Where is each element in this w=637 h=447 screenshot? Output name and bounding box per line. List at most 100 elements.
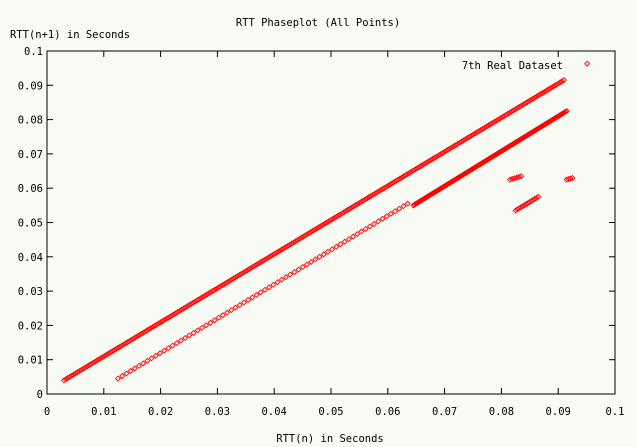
- data-point: [375, 218, 382, 225]
- data-point: [275, 248, 282, 255]
- data-point: [147, 325, 154, 332]
- x-tick-label: 0.1: [606, 406, 625, 418]
- data-point: [122, 340, 129, 347]
- data-point: [198, 294, 205, 302]
- data-point: [169, 312, 176, 319]
- data-point: [516, 103, 523, 110]
- data-point: [311, 226, 318, 233]
- data-point: [277, 247, 284, 254]
- data-point: [466, 133, 473, 140]
- data-point: [529, 95, 537, 102]
- data-point: [410, 167, 417, 174]
- data-point: [508, 108, 515, 115]
- data-point: [456, 139, 463, 146]
- data-point: [515, 173, 523, 180]
- y-tick-label: 0.02: [18, 320, 43, 332]
- data-point: [153, 321, 160, 328]
- data-point: [165, 314, 172, 321]
- data-point: [560, 77, 567, 84]
- data-point: [518, 102, 525, 109]
- data-point: [358, 228, 365, 235]
- data-point: [333, 243, 340, 250]
- data-point: [230, 275, 237, 282]
- data-point: [473, 129, 481, 136]
- data-point: [553, 81, 560, 88]
- legend: 7th Real Dataset: [462, 60, 591, 72]
- data-point: [324, 248, 331, 255]
- data-point: [136, 332, 143, 339]
- data-point: [439, 150, 446, 157]
- data-point: [470, 131, 477, 138]
- data-point: [143, 327, 151, 334]
- y-axis-label: RTT(n+1) in Seconds: [10, 29, 130, 41]
- data-point: [114, 375, 122, 382]
- data-point: [223, 279, 230, 286]
- data-point: [74, 369, 81, 376]
- data-point: [569, 174, 576, 181]
- data-point: [435, 152, 442, 159]
- data-point: [389, 180, 396, 187]
- data-point: [477, 126, 484, 134]
- data-point: [533, 194, 540, 201]
- data-point: [248, 264, 255, 271]
- data-point: [535, 92, 542, 99]
- data-point: [61, 377, 68, 384]
- data-point: [238, 270, 245, 277]
- data-point: [549, 84, 556, 91]
- data-point: [288, 240, 295, 247]
- data-point: [201, 292, 208, 299]
- data-point: [159, 318, 166, 325]
- data-point: [246, 266, 253, 273]
- data-point: [131, 365, 138, 372]
- data-point: [387, 210, 394, 217]
- data-point: [475, 128, 483, 135]
- y-tick-label: 0.07: [18, 149, 43, 161]
- data-point: [344, 206, 351, 213]
- data-point: [354, 231, 361, 238]
- data-point: [381, 184, 388, 191]
- data-point: [78, 366, 85, 373]
- data-point: [545, 86, 552, 93]
- data-point: [128, 336, 135, 343]
- data-point: [371, 220, 378, 227]
- data-point: [138, 330, 145, 337]
- data-point: [119, 372, 126, 380]
- data-point: [211, 317, 218, 324]
- data-point: [317, 223, 324, 230]
- data-point: [458, 138, 465, 145]
- data-point: [392, 177, 400, 185]
- data-point: [369, 191, 376, 198]
- data-point: [105, 350, 112, 357]
- data-point: [249, 294, 256, 301]
- data-point: [252, 262, 259, 269]
- data-point: [354, 201, 361, 208]
- data-point: [290, 239, 297, 246]
- data-point: [84, 363, 91, 370]
- data-point: [400, 173, 407, 180]
- data-point: [358, 198, 365, 205]
- data-point: [68, 372, 75, 379]
- legend-marker: [584, 60, 591, 67]
- data-point: [543, 87, 550, 94]
- data-point: [414, 165, 421, 172]
- data-point: [266, 284, 273, 291]
- data-point: [215, 284, 222, 291]
- data-point: [396, 175, 403, 182]
- data-point: [373, 189, 380, 196]
- data-point: [267, 253, 274, 260]
- data-point: [190, 299, 197, 306]
- data-point: [419, 161, 427, 168]
- data-point: [253, 261, 261, 268]
- data-point: [62, 376, 70, 383]
- data-point: [535, 193, 542, 200]
- y-tick-label: 0.04: [18, 252, 43, 264]
- data-point: [365, 194, 372, 201]
- data-point: [524, 99, 531, 106]
- data-point: [567, 175, 574, 182]
- data-points: [61, 77, 576, 384]
- data-point: [556, 79, 564, 86]
- data-point: [86, 362, 93, 369]
- data-point: [186, 332, 193, 339]
- data-point: [224, 309, 231, 316]
